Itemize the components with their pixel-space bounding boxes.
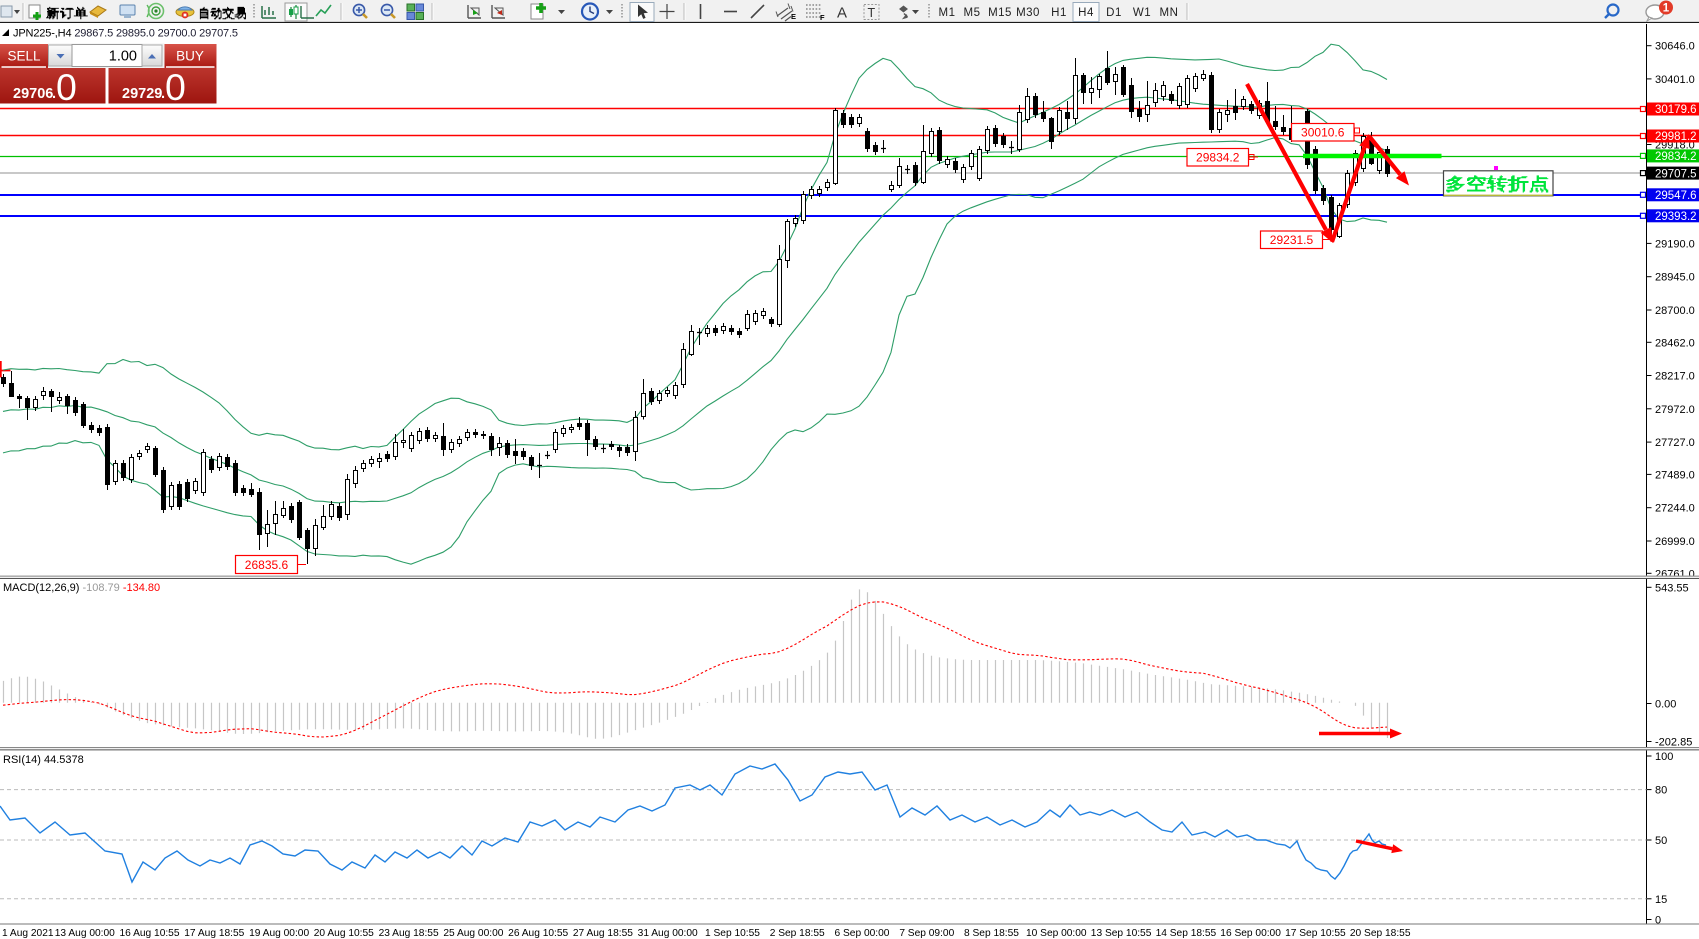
svg-text:T: T [868, 6, 876, 20]
svg-text:E: E [791, 12, 796, 21]
svg-text:A: A [837, 5, 847, 22]
svg-text:D1: D1 [1106, 7, 1122, 19]
svg-text:0.00: 0.00 [1655, 699, 1676, 711]
svg-text:0: 0 [56, 66, 77, 108]
svg-text:30179.6: 30179.6 [1655, 104, 1697, 116]
svg-text:1 Aug 2021: 1 Aug 2021 [2, 928, 54, 939]
svg-text:27972.0: 27972.0 [1655, 404, 1695, 416]
svg-text:26835.6: 26835.6 [245, 558, 289, 572]
svg-text:543.55: 543.55 [1655, 582, 1689, 594]
svg-text:13 Sep 10:55: 13 Sep 10:55 [1091, 928, 1152, 939]
svg-text:14 Sep 18:55: 14 Sep 18:55 [1156, 928, 1217, 939]
svg-text:29393.2: 29393.2 [1655, 211, 1697, 223]
svg-text:27244.0: 27244.0 [1655, 503, 1695, 515]
svg-text:1.00: 1.00 [109, 49, 137, 65]
svg-text:29231.5: 29231.5 [1270, 233, 1314, 247]
svg-text:M5: M5 [964, 7, 981, 19]
svg-text:29981.2: 29981.2 [1655, 131, 1697, 143]
svg-text:20 Aug 10:55: 20 Aug 10:55 [314, 928, 374, 939]
svg-text:10 Sep 00:00: 10 Sep 00:00 [1026, 928, 1087, 939]
svg-text:29190.0: 29190.0 [1655, 238, 1695, 250]
svg-text:30010.6: 30010.6 [1301, 126, 1345, 140]
svg-text:29707.5: 29707.5 [1655, 168, 1697, 180]
svg-text:17 Sep 10:55: 17 Sep 10:55 [1285, 928, 1346, 939]
svg-text:M30: M30 [1016, 7, 1040, 19]
svg-text:17 Aug 18:55: 17 Aug 18:55 [184, 928, 244, 939]
svg-text:1: 1 [1663, 3, 1670, 15]
svg-text:20 Sep 18:55: 20 Sep 18:55 [1350, 928, 1411, 939]
svg-text:MACD(12,26,9) -108.79 -134.80: MACD(12,26,9) -108.79 -134.80 [3, 582, 160, 594]
svg-text:23 Aug 18:55: 23 Aug 18:55 [379, 928, 439, 939]
svg-text:26999.0: 26999.0 [1655, 536, 1695, 548]
svg-text:29834.2: 29834.2 [1196, 151, 1240, 165]
svg-text:28217.0: 28217.0 [1655, 371, 1695, 383]
svg-text:1 Sep 10:55: 1 Sep 10:55 [705, 928, 760, 939]
svg-text:28462.0: 28462.0 [1655, 337, 1695, 349]
svg-text:7 Sep 09:00: 7 Sep 09:00 [899, 928, 954, 939]
svg-text:W1: W1 [1133, 7, 1151, 19]
svg-text:BUY: BUY [176, 49, 204, 64]
svg-text:16 Aug 10:55: 16 Aug 10:55 [119, 928, 179, 939]
svg-text:SELL: SELL [7, 49, 41, 64]
svg-text:50: 50 [1655, 835, 1667, 847]
svg-text:28945.0: 28945.0 [1655, 272, 1695, 284]
svg-text:0: 0 [1655, 915, 1661, 927]
svg-text:8 Sep 18:55: 8 Sep 18:55 [964, 928, 1019, 939]
svg-text:M1: M1 [939, 7, 956, 19]
svg-text:28700.0: 28700.0 [1655, 305, 1695, 317]
svg-text:26 Aug 10:55: 26 Aug 10:55 [508, 928, 568, 939]
svg-text:29729: 29729 [122, 86, 162, 102]
svg-text:RSI(14) 44.5378: RSI(14) 44.5378 [3, 754, 84, 766]
svg-text:27489.0: 27489.0 [1655, 469, 1695, 481]
svg-text:31 Aug 00:00: 31 Aug 00:00 [638, 928, 698, 939]
svg-text:2 Sep 18:55: 2 Sep 18:55 [770, 928, 825, 939]
svg-text:30646.0: 30646.0 [1655, 41, 1695, 53]
svg-text:0: 0 [165, 66, 186, 108]
svg-text:15: 15 [1655, 894, 1667, 906]
svg-text:H1: H1 [1051, 7, 1067, 19]
svg-text:29706: 29706 [13, 86, 53, 102]
svg-text:80: 80 [1655, 785, 1667, 797]
svg-text:27727.0: 27727.0 [1655, 437, 1695, 449]
svg-text:27 Aug 18:55: 27 Aug 18:55 [573, 928, 633, 939]
svg-text:30401.0: 30401.0 [1655, 74, 1695, 86]
svg-text:.: . [161, 86, 165, 102]
svg-text:16 Sep 00:00: 16 Sep 00:00 [1220, 928, 1281, 939]
svg-text:-202.85: -202.85 [1655, 737, 1692, 749]
svg-text:MN: MN [1160, 7, 1179, 19]
svg-text:.: . [52, 86, 56, 102]
svg-text:19 Aug 00:00: 19 Aug 00:00 [249, 928, 309, 939]
svg-text:JPN225-,H4 29867.5 29895.0 29: JPN225-,H4 29867.5 29895.0 29700.0 29707… [13, 28, 238, 40]
svg-text:H4: H4 [1078, 7, 1094, 19]
svg-text:M15: M15 [988, 7, 1012, 19]
svg-text:6 Sep 00:00: 6 Sep 00:00 [835, 928, 890, 939]
svg-text:29547.6: 29547.6 [1655, 190, 1697, 202]
svg-text:F: F [820, 13, 825, 22]
svg-text:25 Aug 00:00: 25 Aug 00:00 [443, 928, 503, 939]
svg-text:29834.2: 29834.2 [1655, 151, 1697, 163]
svg-text:13 Aug 00:00: 13 Aug 00:00 [55, 928, 115, 939]
svg-text:100: 100 [1655, 751, 1673, 763]
